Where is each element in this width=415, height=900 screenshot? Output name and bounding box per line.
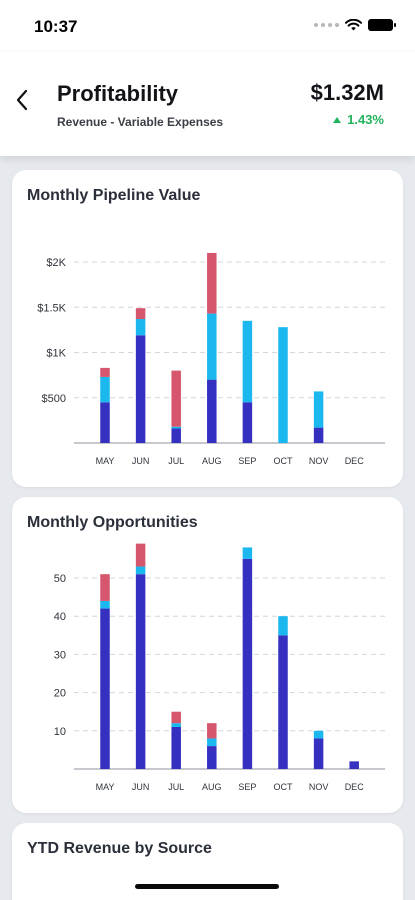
bar-segment-may[interactable] [100,367,110,377]
back-button[interactable] [8,82,36,118]
x-tick-label: DEC [345,456,365,466]
bar-segment-jul[interactable] [171,370,181,427]
bar-segment-aug[interactable] [207,746,217,769]
change-value: 1.43% [347,112,384,127]
x-tick-label: MAY [96,456,115,466]
bar-segment-nov[interactable] [313,738,324,769]
bar-segment-aug[interactable] [207,252,217,314]
bar-segment-nov[interactable] [313,427,324,443]
bar-segment-sep[interactable] [242,547,253,559]
bar-segment-jun[interactable] [135,335,146,443]
x-tick-label: NOV [309,456,329,466]
home-indicator [135,884,279,889]
y-tick-label: $1K [46,348,66,360]
bar-segment-jun[interactable] [135,308,146,320]
bar-segment-dec[interactable] [349,761,359,769]
opportunities-card: Monthly Opportunities 10 20 30 40 50 MAY JUN JU… [12,497,403,813]
x-tick-label: SEP [238,782,256,792]
bar-segment-nov[interactable] [313,391,324,428]
arrow-up-icon [333,116,342,123]
bar-segment-oct[interactable] [278,635,288,769]
status-time: 10:37 [34,17,78,36]
pipeline-value-chart: $500 $1K $1.5K $2K MAY JUN JUL AUG SEP OCT NOV DEC [37,252,385,466]
bar-segment-jun[interactable] [135,566,146,575]
y-tick-label: 50 [54,573,66,585]
y-tick-label: $500 [42,393,66,405]
bar-segment-sep[interactable] [242,558,253,769]
y-tick-label: 30 [54,649,66,661]
card-title: Monthly Pipeline Value [27,187,201,204]
pipeline-value-card: Monthly Pipeline Value $500 $1K $1.5K $2K MA… [12,170,403,487]
y-tick-label: 20 [54,688,66,700]
card-title: YTD Revenue by Source [27,840,212,857]
opportunities-chart: 10 20 30 40 50 MAY JUN JUL AUG SEP OCT NOV DEC [54,543,385,792]
bar-segment-jun[interactable] [135,543,146,567]
x-tick-label: OCT [274,456,294,466]
bar-segment-aug[interactable] [207,379,217,443]
bar-segment-sep[interactable] [242,320,253,403]
chevron-left-icon [16,89,28,111]
page-title: Profitability [57,81,179,106]
status-bar: 10:37 [0,0,415,52]
bar-segment-jul[interactable] [171,426,181,429]
x-tick-label: NOV [309,782,329,792]
bar-segment-aug[interactable] [207,738,217,747]
bar-segment-may[interactable] [100,600,110,609]
x-tick-label: JUL [168,456,184,466]
bar-segment-aug[interactable] [207,723,217,739]
bar-segment-oct[interactable] [278,616,288,636]
bar-segment-jun[interactable] [135,574,146,769]
x-tick-label: OCT [274,782,294,792]
page-header: Profitability Revenue - Variable Expense… [0,52,415,156]
signal-icon [314,23,339,27]
x-tick-label: JUN [132,456,150,466]
bar-segment-jul[interactable] [171,428,181,443]
y-tick-label: $2K [46,257,66,269]
bar-segment-jul[interactable] [171,723,181,727]
profit-value: $1.32M [310,80,384,105]
y-tick-label: 40 [54,611,66,623]
y-tick-label: 10 [54,726,66,738]
bar-segment-jul[interactable] [171,711,181,724]
x-tick-label: AUG [202,456,222,466]
bar-segment-may[interactable] [100,574,110,601]
bar-segment-jun[interactable] [135,319,146,336]
x-tick-label: SEP [238,456,256,466]
change-badge: 1.43% [333,112,384,127]
bar-segment-jul[interactable] [171,726,181,769]
bar-segment-may[interactable] [100,608,110,769]
status-icons [314,19,396,31]
x-tick-label: DEC [345,782,365,792]
y-tick-label: $1.5K [37,302,66,314]
page-subtitle: Revenue - Variable Expenses [57,115,224,129]
bar-segment-may[interactable] [100,376,110,403]
x-tick-label: JUL [168,782,184,792]
x-tick-label: AUG [202,782,222,792]
bar-segment-oct[interactable] [278,327,288,443]
wifi-icon [345,19,362,31]
card-title: Monthly Opportunities [27,514,198,531]
x-tick-label: JUN [132,782,150,792]
bar-segment-aug[interactable] [207,313,217,380]
bar-segment-may[interactable] [100,402,110,443]
bar-segment-nov[interactable] [313,730,324,739]
x-tick-label: MAY [96,782,115,792]
battery-icon [368,19,396,31]
bar-segment-sep[interactable] [242,402,253,443]
